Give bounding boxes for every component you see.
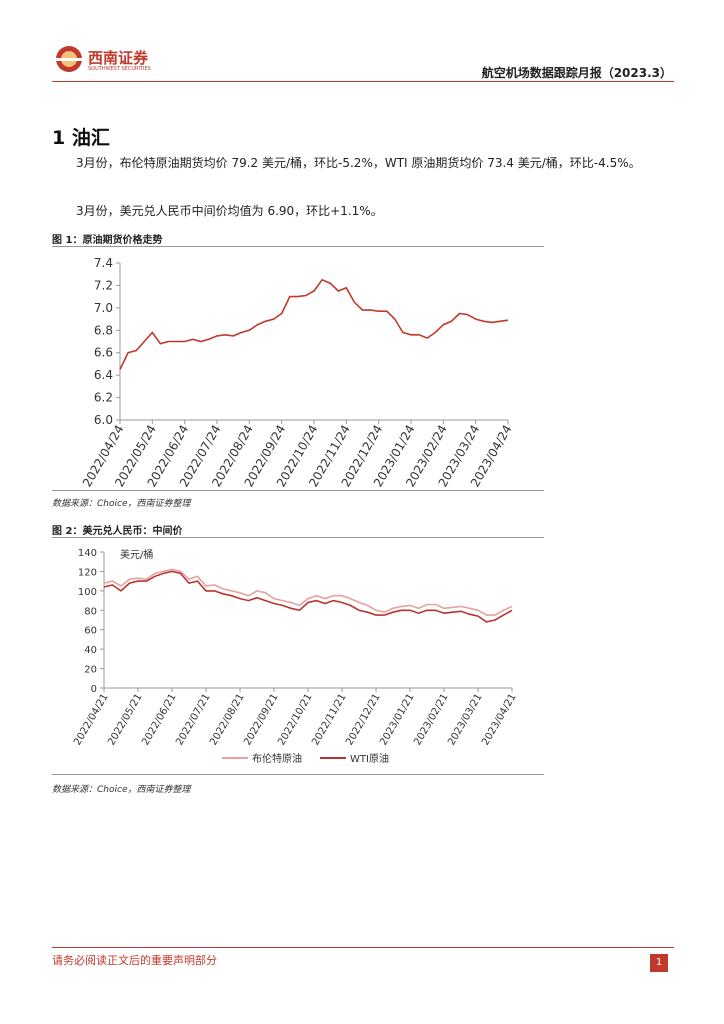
- paragraph: 3月份，美元兑人民币中间价均值为 6.90，环比+1.1%。: [76, 204, 383, 218]
- y-tick-label: 20: [84, 665, 97, 676]
- x-tick-label: 2023/01/21: [378, 692, 416, 747]
- x-tick-label: 2022/05/21: [106, 692, 144, 747]
- figure-caption: 图 1：原油期货价格走势: [52, 235, 163, 246]
- y-tick-label: 6.6: [94, 346, 113, 360]
- x-tick-label: 2022/12/21: [344, 692, 382, 747]
- line-series: [103, 570, 513, 623]
- x-tick-label: 2022/11/21: [310, 692, 348, 747]
- brand: 西南证券: [88, 49, 149, 67]
- x-tick-label: 2022/06/21: [140, 692, 178, 747]
- legend-label: WTI原油: [350, 752, 389, 765]
- page-number: 1: [650, 954, 668, 972]
- header-rule: [52, 81, 674, 82]
- y-tick-label: 6.0: [94, 413, 113, 427]
- y-tick-label: 80: [84, 606, 97, 617]
- y-tick-label: 140: [78, 548, 97, 559]
- y-tick-label: 6.4: [94, 368, 113, 382]
- figure-source: 数据来源：Choice，西南证券整理: [52, 785, 191, 795]
- section-title: 1 油汇: [52, 127, 110, 149]
- report-title: 航空机场数据跟踪月报（2023.3）: [481, 66, 672, 80]
- y-tick-label: 60: [84, 626, 97, 637]
- chart: 0204060801001201402022/04/212022/05/2120…: [72, 548, 518, 765]
- legend-label: 布伦特原油: [252, 752, 302, 765]
- rule: [52, 246, 544, 247]
- y-tick-label: 7.4: [94, 256, 113, 270]
- footer-notice: 请务必阅读正文后的重要声明部分: [52, 954, 217, 967]
- y-tick-label: 6.2: [94, 391, 113, 405]
- y-tick-label: 7.0: [94, 301, 113, 315]
- y-tick-label: 7.2: [94, 278, 113, 292]
- footer-rule: [52, 947, 674, 948]
- logo: [56, 46, 82, 72]
- rule: [52, 537, 544, 538]
- x-tick-label: 2022/04/21: [72, 692, 110, 747]
- rule: [52, 774, 544, 775]
- x-tick-label: 2023/04/21: [480, 692, 518, 747]
- paragraph: 3月份，布伦特原油期货均价 79.2 美元/桶，环比-5.2%，WTI 原油期货…: [76, 156, 641, 170]
- y-tick-label: 40: [84, 645, 97, 656]
- x-tick-label: 2023/02/21: [412, 692, 450, 747]
- x-tick-label: 2022/07/21: [174, 692, 212, 747]
- chart: 6.06.26.46.66.87.07.27.42022/04/242022/0…: [80, 256, 515, 489]
- line-series: [103, 568, 513, 616]
- brand-en: SOUTHWEST SECURITIES: [88, 66, 151, 72]
- figure-caption: 图 2：美元兑人民币：中间价: [52, 526, 183, 537]
- figure-source: 数据来源：Choice，西南证券整理: [52, 499, 191, 509]
- unit-label: 美元/桶: [120, 548, 153, 561]
- x-tick-label: 2022/09/21: [242, 692, 280, 747]
- y-tick-label: 6.8: [94, 323, 113, 337]
- x-tick-label: 2022/08/21: [208, 692, 246, 747]
- x-tick-label: 2022/10/21: [276, 692, 314, 747]
- y-tick-label: 0: [91, 684, 97, 695]
- rule: [52, 490, 544, 491]
- y-tick-label: 120: [78, 567, 97, 578]
- line-series: [119, 278, 509, 370]
- x-tick-label: 2023/03/21: [446, 692, 484, 747]
- y-tick-label: 100: [78, 587, 97, 598]
